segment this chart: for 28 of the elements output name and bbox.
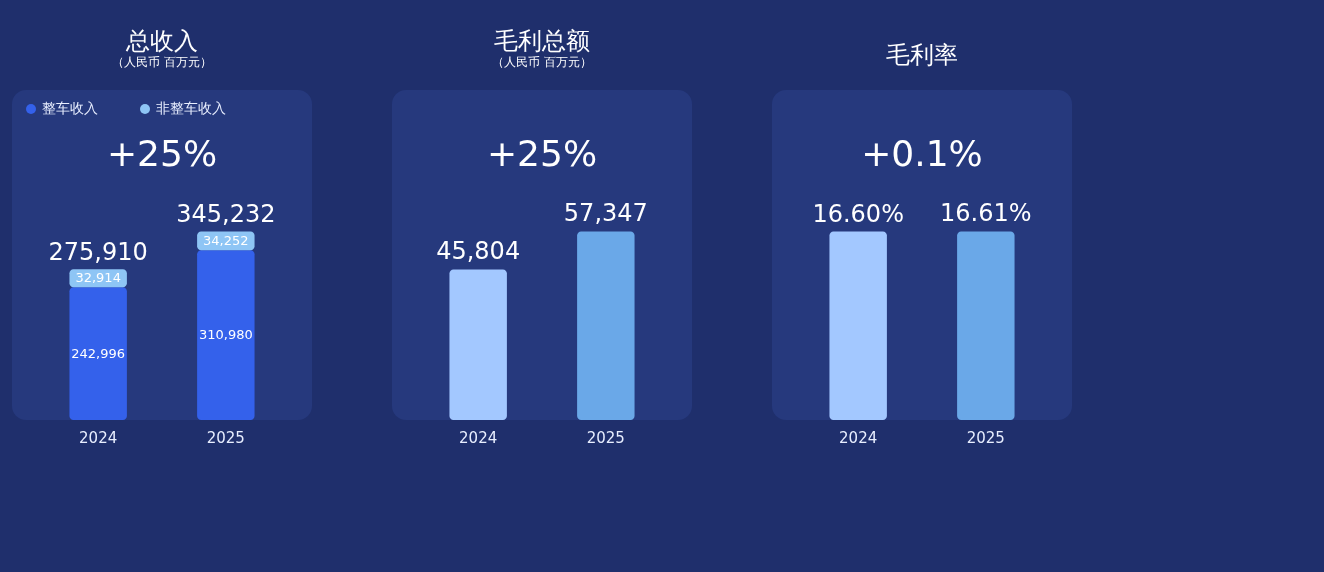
data-label: 310,980 — [198, 327, 253, 343]
data-label: 16.60% — [812, 199, 904, 228]
bar — [69, 287, 127, 420]
data-label: 32,914 — [75, 270, 121, 286]
legend-label: 整车收入 — [42, 100, 98, 116]
chart-title: 毛利率 — [886, 41, 958, 69]
x-tick-label: 2025 — [206, 428, 245, 447]
chart-subtitle: （人民币 百万元） — [492, 55, 592, 69]
x-tick-label: 2024 — [79, 428, 118, 447]
total-label: 275,910 — [48, 238, 148, 267]
data-label: 16.61% — [940, 199, 1032, 228]
x-tick-label: 2025 — [966, 428, 1005, 447]
x-tick-label: 2025 — [586, 428, 625, 447]
x-tick-label: 2024 — [459, 428, 498, 447]
chart-title: 毛利总额 — [494, 27, 590, 55]
text: +25% — [106, 133, 218, 174]
bar — [197, 250, 255, 420]
data-label: 45,804 — [436, 237, 521, 266]
data-label: 34,252 — [203, 232, 249, 248]
text: +0.1% — [861, 133, 983, 174]
x-tick-label: 2024 — [839, 428, 878, 447]
text: +25% — [486, 133, 598, 174]
chart-title: 总收入 — [125, 27, 198, 55]
data-label: 57,347 — [563, 199, 648, 228]
total-label: 345,232 — [176, 200, 276, 229]
chart-subtitle: （人民币 百万元） — [112, 55, 212, 69]
data-label: 242,996 — [71, 345, 126, 361]
legend-label: 非整车收入 — [156, 100, 226, 116]
